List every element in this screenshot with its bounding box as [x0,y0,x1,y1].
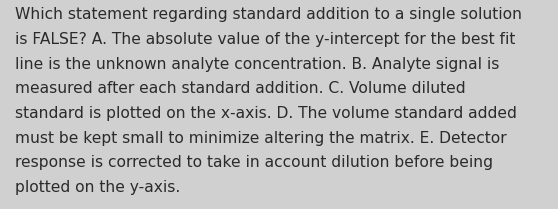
Text: is FALSE? A. The absolute value of the y-intercept for the best fit: is FALSE? A. The absolute value of the y… [15,32,516,47]
Text: response is corrected to take in account dilution before being: response is corrected to take in account… [15,155,493,170]
Text: plotted on the y-axis.: plotted on the y-axis. [15,180,180,195]
Text: must be kept small to minimize altering the matrix. E. Detector: must be kept small to minimize altering … [15,131,507,146]
Text: Which statement regarding standard addition to a single solution: Which statement regarding standard addit… [15,7,522,22]
Text: standard is plotted on the x-axis. D. The volume standard added: standard is plotted on the x-axis. D. Th… [15,106,517,121]
Text: measured after each standard addition. C. Volume diluted: measured after each standard addition. C… [15,81,466,96]
Text: line is the unknown analyte concentration. B. Analyte signal is: line is the unknown analyte concentratio… [15,57,499,72]
